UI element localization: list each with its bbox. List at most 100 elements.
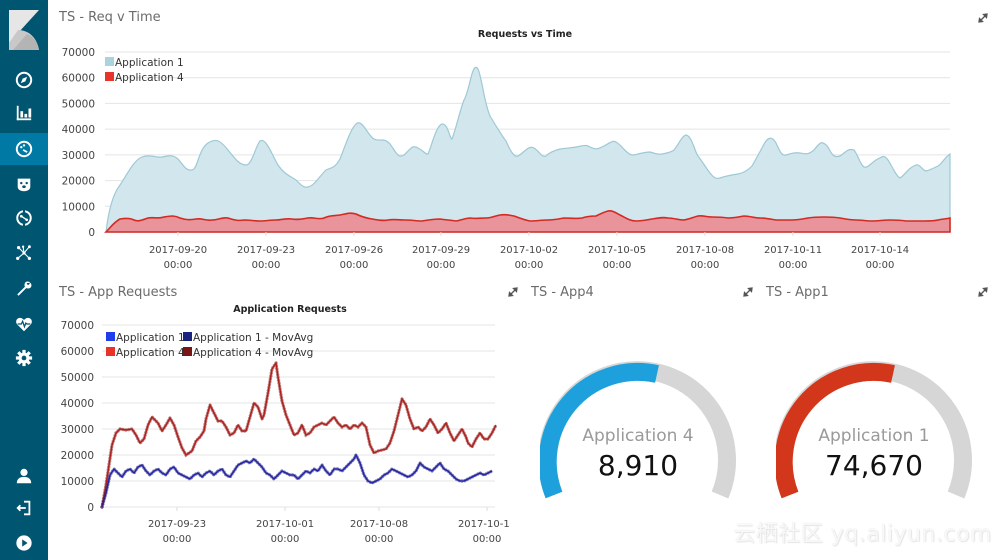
- panel-title: TS - App Requests: [59, 285, 178, 300]
- svg-text:00:00: 00:00: [252, 260, 281, 271]
- svg-text:0: 0: [87, 502, 94, 514]
- kibana-logo-icon[interactable]: [9, 10, 39, 50]
- svg-text:70000: 70000: [62, 47, 95, 59]
- svg-text:50000: 50000: [61, 372, 94, 384]
- legend-swatch-app1: [105, 57, 114, 66]
- legend-label-app4: Application 4: [115, 72, 184, 84]
- svg-text:2017-10-05: 2017-10-05: [588, 245, 646, 256]
- svg-text:2017-09-20: 2017-09-20: [149, 245, 207, 256]
- watermark: 云栖社区 yq.aliyun.com: [733, 522, 992, 547]
- svg-text:00:00: 00:00: [779, 260, 808, 271]
- user-icon: [16, 468, 32, 484]
- legend: Application 1 Application 4: [105, 57, 184, 84]
- series-application-1: [105, 66, 951, 233]
- gauge-label: Application 4: [582, 426, 694, 446]
- svg-text:00:00: 00:00: [515, 260, 544, 271]
- expand-icon[interactable]: [977, 286, 989, 298]
- svg-text:70000: 70000: [61, 320, 94, 332]
- svg-text:60000: 60000: [62, 73, 95, 85]
- svg-text:2017-09-26: 2017-09-26: [325, 245, 383, 256]
- svg-text:60000: 60000: [61, 346, 94, 358]
- svg-text:Application 4 - MovAvg: Application 4 - MovAvg: [193, 347, 313, 359]
- svg-text:0: 0: [88, 227, 95, 239]
- svg-text:00:00: 00:00: [603, 260, 632, 271]
- svg-text:40000: 40000: [61, 398, 94, 410]
- svg-text:2017-10-08: 2017-10-08: [350, 519, 408, 530]
- sidebar-item-discover[interactable]: [0, 64, 48, 96]
- gauge-fill: [776, 362, 895, 499]
- gauge-fill: [540, 362, 659, 499]
- application-requests-chart: 70000 60000 50000 40000 30000 20000 1000…: [61, 320, 510, 545]
- expand-icon[interactable]: [977, 12, 989, 24]
- panel-title: TS - App1: [766, 285, 829, 300]
- sidebar-item-machine-learning[interactable]: [0, 202, 48, 234]
- svg-text:40000: 40000: [62, 124, 95, 136]
- expand-icon[interactable]: [742, 286, 754, 298]
- svg-text:00:00: 00:00: [340, 260, 369, 271]
- svg-text:10000: 10000: [62, 201, 95, 213]
- svg-text:2017-10-14: 2017-10-14: [851, 245, 909, 256]
- gear-icon: [15, 349, 33, 367]
- svg-text:20000: 20000: [61, 450, 94, 462]
- panel-title: TS - App4: [531, 285, 594, 300]
- sidebar-item-graph[interactable]: [0, 237, 48, 269]
- legend-swatch-app4: [105, 72, 114, 81]
- svg-text:00:00: 00:00: [473, 534, 502, 545]
- svg-text:Application 4: Application 4: [116, 347, 185, 359]
- sidebar-item-logout[interactable]: [0, 492, 48, 524]
- gauge-value: 74,670: [825, 449, 923, 482]
- sidebar-item-dashboard[interactable]: [0, 133, 48, 165]
- svg-text:2017-10-11: 2017-10-11: [764, 245, 822, 256]
- timelion-bear-icon: [17, 178, 31, 192]
- requests-vs-time-chart: 70000 60000 50000 40000 30000 20000 1000…: [62, 47, 951, 271]
- svg-text:00:00: 00:00: [271, 534, 300, 545]
- svg-text:Application 1 - MovAvg: Application 1 - MovAvg: [193, 332, 313, 344]
- sidebar-item-dev-tools[interactable]: [0, 273, 48, 305]
- svg-text:2017-09-23: 2017-09-23: [237, 245, 295, 256]
- svg-text:2017-10-01: 2017-10-01: [256, 519, 314, 530]
- svg-text:50000: 50000: [62, 98, 95, 110]
- gauge-app4: [540, 361, 736, 499]
- svg-text:2017-10-02: 2017-10-02: [500, 245, 558, 256]
- legend-label-app1: Application 1: [115, 57, 184, 69]
- x-axis-labels: 2017-09-23 00:00 2017-10-01 00:00 2017-10-…: [148, 519, 510, 545]
- legend: Application 1 Application 1 - MovAvg App…: [106, 332, 313, 359]
- x-axis-labels: 2017-09-20 00:00 2017-09-23 00:00 2017-09-…: [149, 245, 909, 271]
- dashboard-gauge-icon: [15, 140, 33, 158]
- svg-text:2017-10-16: 2017-10-16: [458, 519, 510, 530]
- compass-icon: [15, 71, 33, 89]
- series-application-4: [101, 361, 497, 508]
- sidebar-item-user[interactable]: [0, 460, 48, 492]
- svg-text:Application 1: Application 1: [116, 332, 185, 344]
- sidebar-item-monitoring[interactable]: [0, 308, 48, 340]
- svg-text:30000: 30000: [62, 150, 95, 162]
- gauge-app1: [776, 361, 972, 499]
- heartbeat-icon: [16, 317, 32, 332]
- wrench-icon: [17, 281, 32, 296]
- graph-network-icon: [16, 245, 32, 261]
- svg-text:00:00: 00:00: [164, 260, 193, 271]
- svg-text:2017-09-23: 2017-09-23: [148, 519, 206, 530]
- ml-brain-icon: [16, 209, 32, 227]
- sidebar-item-timelion[interactable]: [0, 168, 48, 200]
- chart-title: Application Requests: [233, 304, 347, 315]
- panel-title: TS - Req v Time: [59, 10, 161, 25]
- svg-text:00:00: 00:00: [365, 534, 394, 545]
- sidebar-item-management[interactable]: [0, 342, 48, 374]
- svg-text:2017-09-29: 2017-09-29: [412, 245, 470, 256]
- gauge-value: 8,910: [597, 449, 679, 482]
- svg-text:00:00: 00:00: [163, 534, 192, 545]
- sidebar-item-visualize[interactable]: [0, 97, 48, 129]
- svg-text:20000: 20000: [62, 176, 95, 188]
- series-application-4: [104, 210, 951, 233]
- play-circle-icon: [16, 535, 32, 551]
- svg-text:00:00: 00:00: [427, 260, 456, 271]
- sidebar-item-collapse[interactable]: [0, 527, 48, 559]
- svg-text:10000: 10000: [61, 476, 94, 488]
- svg-text:2017-10-08: 2017-10-08: [676, 245, 734, 256]
- chart-title: Requests vs Time: [477, 29, 573, 40]
- sidebar: [0, 0, 48, 560]
- gauge-label: Application 1: [818, 426, 930, 446]
- expand-icon[interactable]: [507, 286, 519, 298]
